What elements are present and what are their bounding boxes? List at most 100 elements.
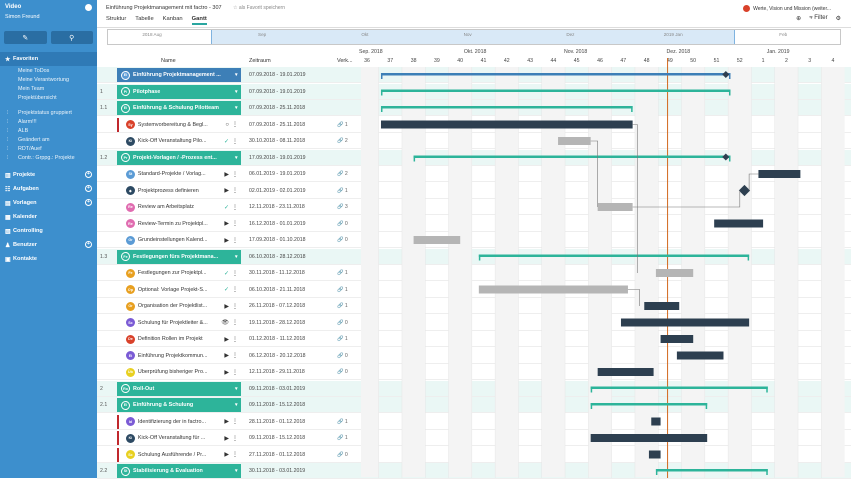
task-name-box[interactable]: De Definition Rollen im Projekt ▶ ⋮ xyxy=(122,332,241,346)
task-name-box[interactable]: Re Review am Arbeitsplatz ✓ ⋮ xyxy=(122,200,241,214)
workspace-select[interactable]: Werte, Vision und Mission (weiter... xyxy=(743,5,831,12)
sidebar-item-controlling[interactable]: ▧ Controlling xyxy=(0,224,97,238)
name-cell[interactable]: Ei Einführung Projektmanagement ... ▾ xyxy=(117,68,241,82)
name-cell[interactable]: Re Review am Arbeitsplatz ✓ ⋮ xyxy=(117,200,241,214)
chevron-down-icon[interactable]: ▾ xyxy=(235,402,238,408)
timeline-selection[interactable] xyxy=(211,30,735,44)
col-name[interactable]: Name xyxy=(161,58,176,64)
task-name-box[interactable]: Fe Festlegungen zur Projektpl... ✓ ⋮ xyxy=(122,266,241,280)
favorite-item[interactable]: Mein Team xyxy=(18,85,45,92)
avatar[interactable]: Ki xyxy=(125,136,135,146)
task-name-box[interactable]: Pi Pilotphase ▾ xyxy=(117,84,241,99)
link-count[interactable]: 🔗 2 xyxy=(337,138,348,144)
link-count[interactable]: 🔗 1 xyxy=(337,418,348,425)
avatar[interactable]: Pr xyxy=(121,153,130,162)
saved-view-item[interactable]: ⫶ Geändert am xyxy=(0,135,97,144)
link-count[interactable]: 🔗 1 xyxy=(337,336,348,342)
play-icon[interactable]: ▶ xyxy=(224,336,229,343)
more-icon[interactable]: ⋮ xyxy=(232,287,238,293)
eye-icon[interactable]: 👁 xyxy=(221,320,229,326)
more-icon[interactable]: ⋮ xyxy=(232,204,238,211)
table-row[interactable]: Üb Überprüfung bisheriger Pro... ▶ ⋮ 12.11.2… xyxy=(97,364,851,380)
avatar[interactable]: Re xyxy=(125,219,135,228)
name-cell[interactable]: Fe Festlegungen zur Projektpl... ✓ ⋮ xyxy=(117,266,241,280)
chevron-down-icon[interactable]: ▾ xyxy=(235,253,238,260)
task-name-box[interactable]: Ki Kick-Off Veranstaltung Pilo... ✓ ⋮ xyxy=(122,134,241,148)
avatar[interactable]: De xyxy=(125,334,135,344)
settings-icon[interactable]: ⚙ xyxy=(835,16,841,22)
table-row[interactable]: Re Review am Arbeitsplatz ✓ ⋮ 12.11.2018 - 2… xyxy=(97,199,851,215)
task-name-box[interactable]: Or Organisation der Projektlist... ▶ ⋮ xyxy=(122,299,241,313)
add-icon[interactable]: + xyxy=(85,185,92,192)
task-name-box[interactable]: St Stabilisierung & Evaluation ▾ xyxy=(117,464,241,478)
task-name-box[interactable]: Ki Kick-Off Veranstaltung für ... ▶ ⋮ xyxy=(122,431,241,445)
play-icon[interactable]: ▶ xyxy=(224,353,229,359)
more-icon[interactable]: ⋮ xyxy=(232,419,238,425)
tab-struktur[interactable]: Struktur xyxy=(106,16,127,22)
link-count[interactable]: 🔗 0 xyxy=(337,319,348,326)
play-icon[interactable]: ▶ xyxy=(224,435,229,442)
chevron-down-icon[interactable]: ▾ xyxy=(235,88,238,95)
more-icon[interactable]: ⋮ xyxy=(232,138,238,145)
check-icon[interactable]: ✓ xyxy=(223,204,229,211)
more-icon[interactable]: ⋮ xyxy=(232,303,238,310)
task-name-box[interactable]: St Standard-Projekte / Vorlag... ▶ ⋮ xyxy=(122,167,241,181)
sidebar-item-projekte[interactable]: ▥ Projekte + xyxy=(0,168,97,182)
sidebar-item-kalender[interactable]: ▦ Kalender xyxy=(0,210,97,224)
edit-button[interactable]: ✎ xyxy=(4,31,47,44)
sidebar-item-vorlagen[interactable]: ▤ Vorlagen + xyxy=(0,196,97,210)
more-icon[interactable]: ⋮ xyxy=(232,435,238,442)
task-name-box[interactable]: Sc Schulung für Projektleiter &... 👁 ⋮ xyxy=(122,316,241,330)
circle-icon[interactable]: ○ xyxy=(225,121,229,128)
chevron-down-icon[interactable]: ▾ xyxy=(235,105,238,111)
avatar[interactable]: ◆ xyxy=(125,186,135,195)
table-row[interactable]: 2.1 Ei Einführung & Schulung ▾ 09.11.2018 - … xyxy=(97,397,851,413)
more-icon[interactable]: ⋮ xyxy=(232,353,238,359)
task-name-box[interactable]: ◆ Projektprozess definieren ▶ ⋮ xyxy=(122,184,241,198)
link-count[interactable]: 🔗 1 xyxy=(337,187,348,194)
more-icon[interactable]: ⋮ xyxy=(232,237,238,244)
more-icon[interactable]: ⋮ xyxy=(232,369,238,376)
more-icon[interactable]: ⋮ xyxy=(232,336,238,343)
link-count[interactable]: 🔗 1 xyxy=(337,286,348,293)
name-cell[interactable]: Pr Projekt-Vorlagen / -Prozess ent... ▾ xyxy=(117,150,241,165)
table-row[interactable]: Sy Systemvorbereitung & Begl... ○ ⋮ 07.09.20… xyxy=(97,117,851,133)
play-icon[interactable]: ▶ xyxy=(224,221,229,227)
avatar[interactable]: Sc xyxy=(125,318,135,327)
name-cell[interactable]: Or Organisation der Projektlist... ▶ ⋮ xyxy=(117,299,241,313)
avatar[interactable]: Sy xyxy=(125,120,135,129)
name-cell[interactable]: Ro Roll-Out ▾ xyxy=(117,381,241,396)
task-name-box[interactable]: Ei Einführung & Schulung Pilotteam ▾ xyxy=(117,101,241,115)
favorite-item[interactable]: Projektübersicht xyxy=(18,94,57,101)
table-row[interactable]: St Standard-Projekte / Vorlag... ▶ ⋮ 06.01.2… xyxy=(97,166,851,182)
table-row[interactable]: 1.3 Fe Festlegungen fürs Projektmana... ▾ 06… xyxy=(97,248,851,265)
name-cell[interactable]: Op Optional: Vorlage Projekt-S... ✓ ⋮ xyxy=(117,283,241,297)
avatar[interactable]: Or xyxy=(125,301,135,311)
play-icon[interactable]: ▶ xyxy=(224,303,229,310)
add-icon[interactable]: + xyxy=(85,199,92,206)
saved-view-item[interactable]: ⫶ Projektstatus gruppiert xyxy=(0,108,97,117)
link-count[interactable]: 🔗 0 xyxy=(337,237,348,243)
avatar[interactable]: Id xyxy=(125,417,135,426)
name-cell[interactable]: St Stabilisierung & Evaluation ▾ xyxy=(117,464,241,478)
add-icon[interactable]: ⊕ xyxy=(796,16,802,22)
avatar[interactable]: Re xyxy=(125,202,135,212)
name-cell[interactable]: Gr Grundeinstellungen Kalend... ▶ ⋮ xyxy=(117,233,241,247)
project-title[interactable]: Einführung Projektmanagement mit factro … xyxy=(106,5,222,11)
name-cell[interactable]: Sc Schulung für Projektleiter &... 👁 ⋮ xyxy=(117,316,241,330)
sidebar-item-aufgaben[interactable]: ☷ Aufgaben + xyxy=(0,182,97,196)
globe-icon[interactable] xyxy=(85,4,92,11)
name-cell[interactable]: Ei Einführung & Schulung ▾ xyxy=(117,398,241,412)
tab-tabelle[interactable]: Tabelle xyxy=(135,16,154,22)
link-count[interactable]: 🔗 2 xyxy=(337,171,348,177)
sidebar-item-kontakte[interactable]: ▣ Kontakte xyxy=(0,252,97,266)
more-icon[interactable]: ⋮ xyxy=(232,188,238,194)
play-icon[interactable]: ▶ xyxy=(224,188,229,194)
name-cell[interactable]: St Standard-Projekte / Vorlag... ▶ ⋮ xyxy=(117,167,241,181)
sidebar-item-benutzer[interactable]: ♟ Benutzer + xyxy=(0,238,97,252)
link-count[interactable]: 🔗 1 xyxy=(337,270,348,276)
search-button[interactable]: ⚲ xyxy=(50,31,93,44)
name-cell[interactable]: Sc Schulung Ausführende / Pr... ▶ ⋮ xyxy=(117,447,241,462)
task-name-box[interactable]: Ro Roll-Out ▾ xyxy=(117,381,241,396)
name-cell[interactable]: Fe Festlegungen fürs Projektmana... ▾ xyxy=(117,249,241,264)
